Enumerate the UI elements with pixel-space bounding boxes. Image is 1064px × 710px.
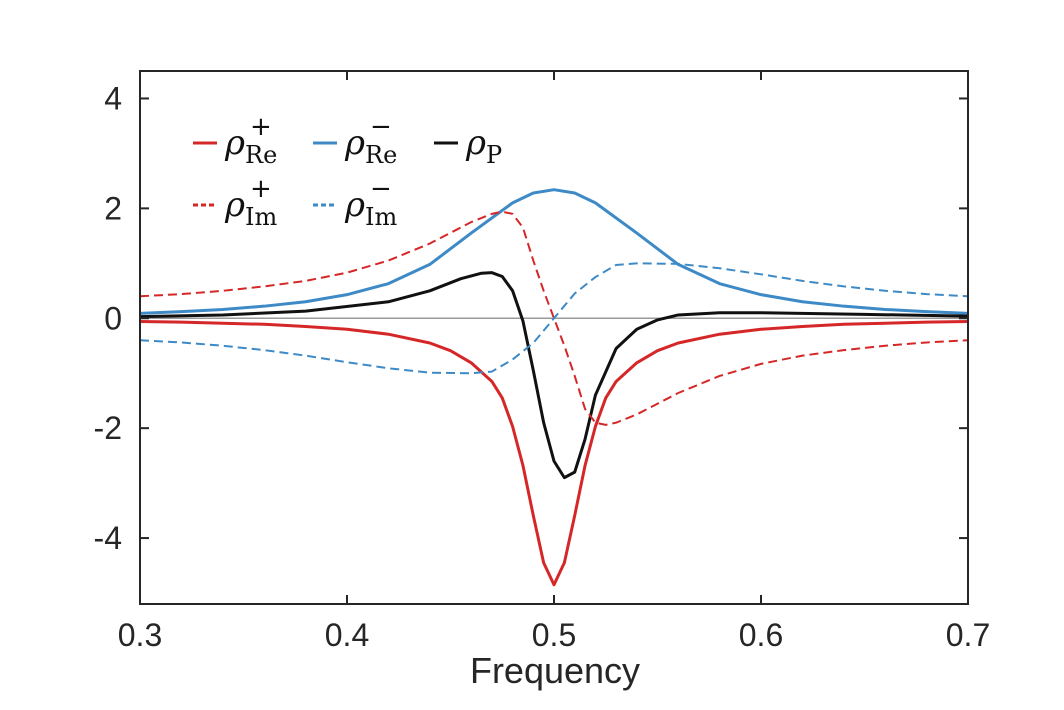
legend-item-rho_Im_plus: ρ Im+ [193, 174, 277, 231]
x-tick-label: 0.7 [946, 617, 990, 653]
legend-item-rho_Re_plus: ρ Re+ [193, 112, 277, 169]
legend-symbol: ρ [224, 185, 245, 225]
x-tick-label: 0.4 [325, 617, 369, 653]
series-line-rho_Re_plus [139, 320, 969, 587]
legend-superscript: − [370, 174, 392, 204]
legend-subscript: Re [365, 141, 397, 169]
series-line-rho_Im_minus [139, 262, 969, 375]
legend-superscript: − [370, 112, 392, 142]
legend-superscript: + [250, 174, 272, 204]
legend-subscript: Im [245, 203, 277, 231]
y-tick-label: 2 [104, 190, 122, 226]
legend-subscript: Im [365, 203, 397, 231]
series-line-rho_Im_plus [139, 210, 969, 426]
y-tick-label: -2 [94, 410, 122, 446]
legend-item-rho_Im_minus: ρ Im− [313, 174, 397, 231]
y-tick-label: 4 [104, 80, 122, 116]
x-axis-title: Frequency [470, 650, 640, 691]
series-line-rho_P [139, 271, 969, 480]
legend-item-rho_Re_minus: ρ Re− [313, 112, 397, 169]
legend-symbol: ρ [344, 123, 365, 163]
legend-subscript: Re [245, 141, 277, 169]
legend-symbol: ρ [465, 123, 486, 163]
x-tick-label: 0.5 [532, 617, 576, 653]
legend-symbol: ρ [224, 123, 245, 163]
legend-superscript: + [250, 112, 272, 142]
legend-symbol: ρ [344, 185, 365, 225]
series-line-rho_Re_minus [139, 188, 969, 315]
legend-subscript: P [486, 141, 502, 169]
axis-ticks: 0.3 0.4 0.5 0.6 0.7 -4 -2 0 2 4 [94, 71, 990, 653]
y-tick-label: 0 [104, 300, 122, 336]
y-tick-label: -4 [94, 520, 122, 556]
legend: ρ Re+ ρ Re− ρ Pρ Im+ ρ Im− [193, 112, 502, 231]
x-tick-label: 0.6 [739, 617, 783, 653]
series-layer [139, 188, 969, 587]
x-tick-label: 0.3 [118, 617, 162, 653]
